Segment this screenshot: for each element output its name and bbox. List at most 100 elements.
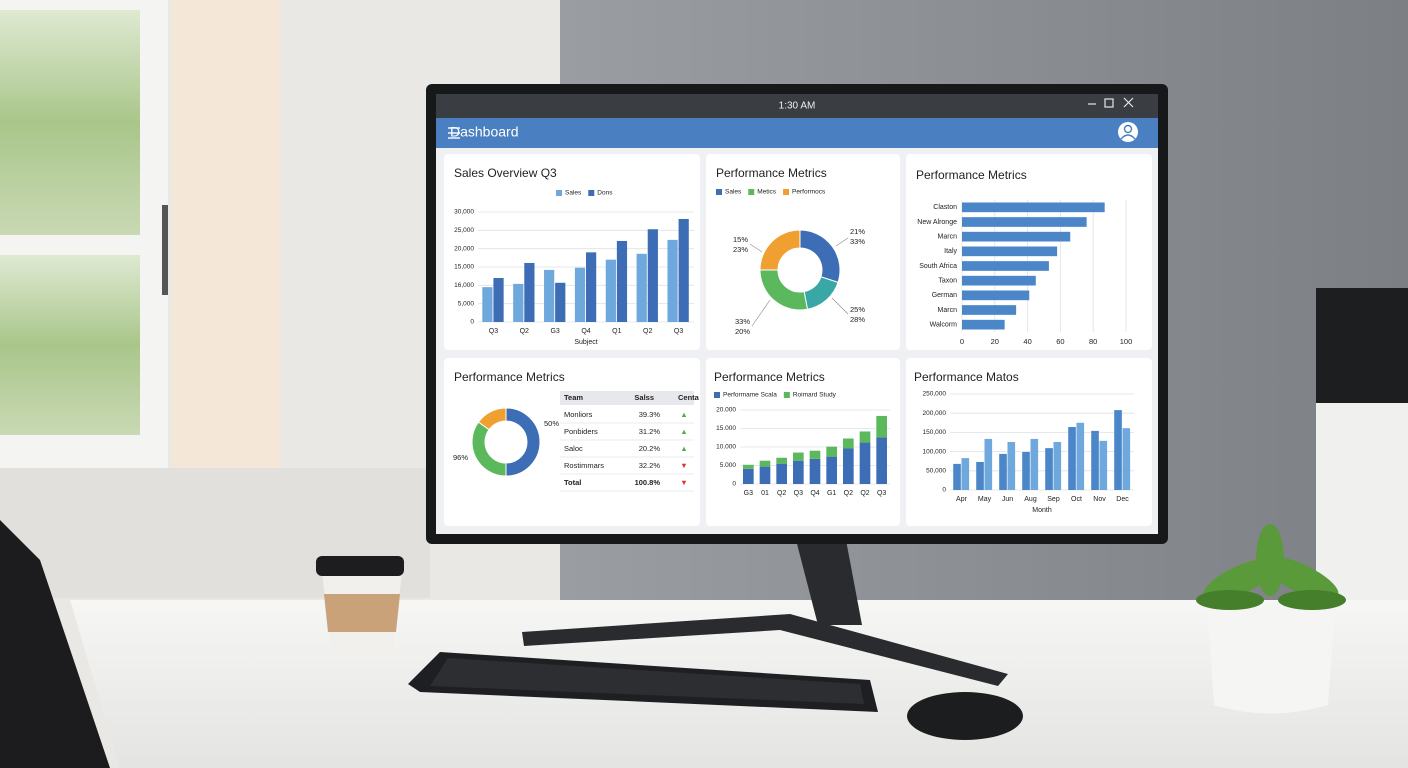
x-tick-label: Q2 <box>860 490 869 497</box>
bar <box>586 252 597 322</box>
table-cell: Total <box>564 478 581 487</box>
chart-title: Performance Metrics <box>454 370 565 384</box>
chart-title: Performance Metrics <box>916 168 1027 182</box>
bar <box>961 458 970 490</box>
y-tick-label: Walcorm <box>930 322 958 329</box>
bar-segment <box>776 457 787 464</box>
table-cell: 20.2% <box>639 444 661 453</box>
x-tick-label: G1 <box>827 490 836 497</box>
x-tick-label: G3 <box>744 490 753 497</box>
bar-segment <box>826 456 837 484</box>
table-cell: 31.2% <box>639 427 661 436</box>
annotation: 33% <box>735 317 750 326</box>
table-header-bg <box>560 391 694 405</box>
leader-line <box>749 243 763 253</box>
x-tick-label: Q2 <box>520 328 529 335</box>
title-bar <box>436 94 1158 118</box>
annotation: 15% <box>733 235 748 244</box>
bar-segment <box>809 458 821 484</box>
table-cell: ▲ <box>680 410 687 419</box>
annotation: 28% <box>850 315 865 324</box>
y-tick-label: 5.000 <box>720 462 737 469</box>
y-tick-label: 100,000 <box>923 448 947 455</box>
header-bar <box>436 118 1158 148</box>
window-pane <box>0 255 140 435</box>
bar <box>605 259 616 322</box>
bar <box>1030 438 1039 490</box>
x-tick-label: Q3 <box>674 328 683 335</box>
x-tick-label: Nov <box>1093 496 1106 503</box>
x-tick-label: Q2 <box>643 328 652 335</box>
bar <box>962 261 1049 271</box>
chart-title: Performance Matos <box>914 370 1019 384</box>
y-tick-label: 50,000 <box>926 468 946 475</box>
y-tick-label: 30,000 <box>454 209 474 216</box>
clock: 1:30 AM <box>779 101 816 112</box>
x-tick-label: Q2 <box>844 490 853 497</box>
plant <box>1196 524 1346 610</box>
annotation: 50% <box>544 419 559 428</box>
donut-segment <box>759 229 801 271</box>
x-tick-label: 40 <box>1023 337 1031 346</box>
bar <box>555 282 566 322</box>
y-tick-label: 20,000 <box>454 245 474 252</box>
monitor-neck <box>796 540 862 625</box>
y-tick-label: Italy <box>944 248 957 255</box>
x-tick-label: Q4 <box>581 328 590 335</box>
chart-title: Performance Metrics <box>716 166 827 180</box>
bar <box>1007 442 1016 490</box>
bar <box>524 262 535 322</box>
bar-segment <box>843 438 854 449</box>
x-axis-label: Subject <box>574 339 597 346</box>
chair <box>0 520 110 768</box>
mouse <box>907 692 1023 740</box>
legend-label: Performocs <box>792 189 826 196</box>
y-tick-label: Claston <box>933 204 957 211</box>
bar <box>962 275 1036 286</box>
monitor-base <box>522 614 1008 686</box>
annotation: 20% <box>735 327 750 336</box>
bar <box>962 290 1030 301</box>
window-controls[interactable] <box>1088 97 1134 108</box>
panel <box>444 154 700 350</box>
x-tick-label: Sep <box>1047 496 1060 503</box>
x-tick-label: Q3 <box>489 328 498 335</box>
bar <box>1091 430 1099 490</box>
window-handle <box>162 205 168 295</box>
x-tick-label: 20 <box>991 337 999 346</box>
legend-swatch <box>714 392 720 398</box>
x-tick-label: Oct <box>1071 496 1082 503</box>
y-tick-label: 0 <box>470 319 474 326</box>
y-tick-label: 25,000 <box>454 227 474 234</box>
leader-line <box>835 237 849 247</box>
chart-title: Performance Metrics <box>714 370 825 384</box>
y-tick-label: 15,000 <box>454 264 474 271</box>
user-icon[interactable] <box>1118 122 1138 142</box>
bar <box>616 240 628 322</box>
table-cell: Rostimmars <box>564 461 604 470</box>
legend-swatch <box>556 190 562 196</box>
y-tick-label: Marcn <box>938 234 958 241</box>
table-header: Team <box>564 393 583 402</box>
menu-icon[interactable] <box>448 127 460 139</box>
y-tick-label: 20.000 <box>716 407 736 414</box>
bar <box>1099 440 1108 490</box>
bar <box>999 453 1007 490</box>
table-cell: 32.2% <box>639 461 661 470</box>
bar <box>1122 428 1131 490</box>
legend-swatch <box>783 189 790 195</box>
y-tick-label: 15.000 <box>716 425 736 432</box>
legend-label: Metics <box>757 189 777 196</box>
bar <box>962 217 1087 227</box>
x-tick-label: Q1 <box>612 328 621 335</box>
legend-label: Roimard Study <box>793 392 837 399</box>
table-cell: 100.8% <box>635 478 661 487</box>
donut-segment <box>477 407 507 431</box>
pot <box>1207 605 1335 714</box>
bar <box>1022 451 1030 490</box>
annotation: 23% <box>733 245 748 254</box>
y-tick-label: German <box>932 292 957 299</box>
x-tick-label: Q3 <box>877 490 886 497</box>
